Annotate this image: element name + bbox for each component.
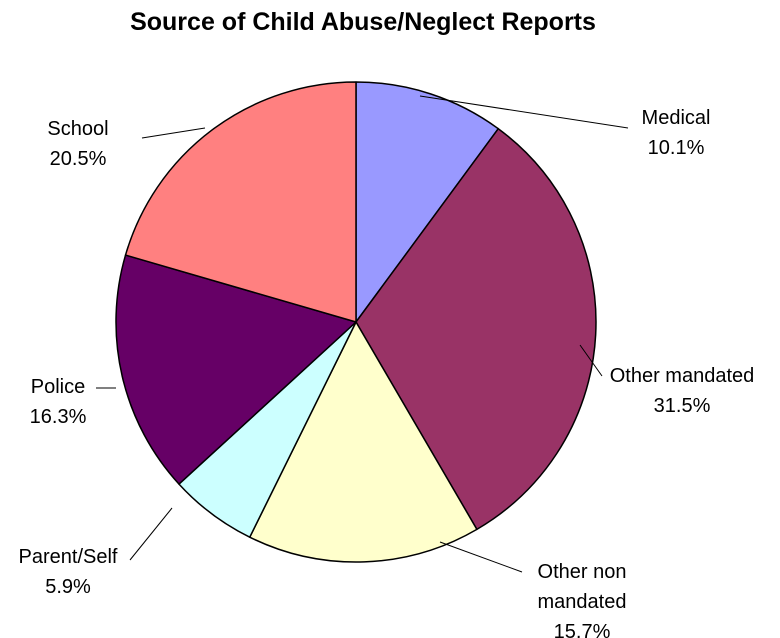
data-label-category-parent-self: Parent/Self xyxy=(19,546,118,568)
data-label-category-other-non-mandated: Other non xyxy=(538,561,627,583)
data-label-category-school: School xyxy=(47,118,108,140)
pie-slice-other-non-mandated xyxy=(248,321,478,563)
data-label-category-medical: Medical xyxy=(642,107,711,129)
leader-line xyxy=(129,507,173,561)
pie-slice-police xyxy=(115,254,357,485)
leader-line xyxy=(579,344,603,377)
leader-line xyxy=(141,127,206,139)
leader-line xyxy=(419,95,629,129)
data-label-value-medical: 10.1% xyxy=(648,137,705,159)
data-label-category-other-non-mandated: mandated xyxy=(538,591,627,613)
pie-slice-medical xyxy=(355,81,500,323)
data-label-category-other-mandated: Other mandated xyxy=(610,365,755,387)
pie-slice-other-mandated xyxy=(355,127,597,531)
chart-title: Source of Child Abuse/Neglect Reports xyxy=(130,8,596,36)
data-label-value-other-non-mandated: 15.7% xyxy=(554,621,611,638)
data-label-value-other-mandated: 31.5% xyxy=(654,395,711,417)
data-label-value-school: 20.5% xyxy=(50,148,107,170)
data-label-value-police: 16.3% xyxy=(30,406,87,428)
data-label-category-police: Police xyxy=(31,376,85,398)
pie-slice-school xyxy=(124,81,357,323)
data-label-value-parent-self: 5.9% xyxy=(45,576,91,598)
leader-line xyxy=(439,541,523,573)
